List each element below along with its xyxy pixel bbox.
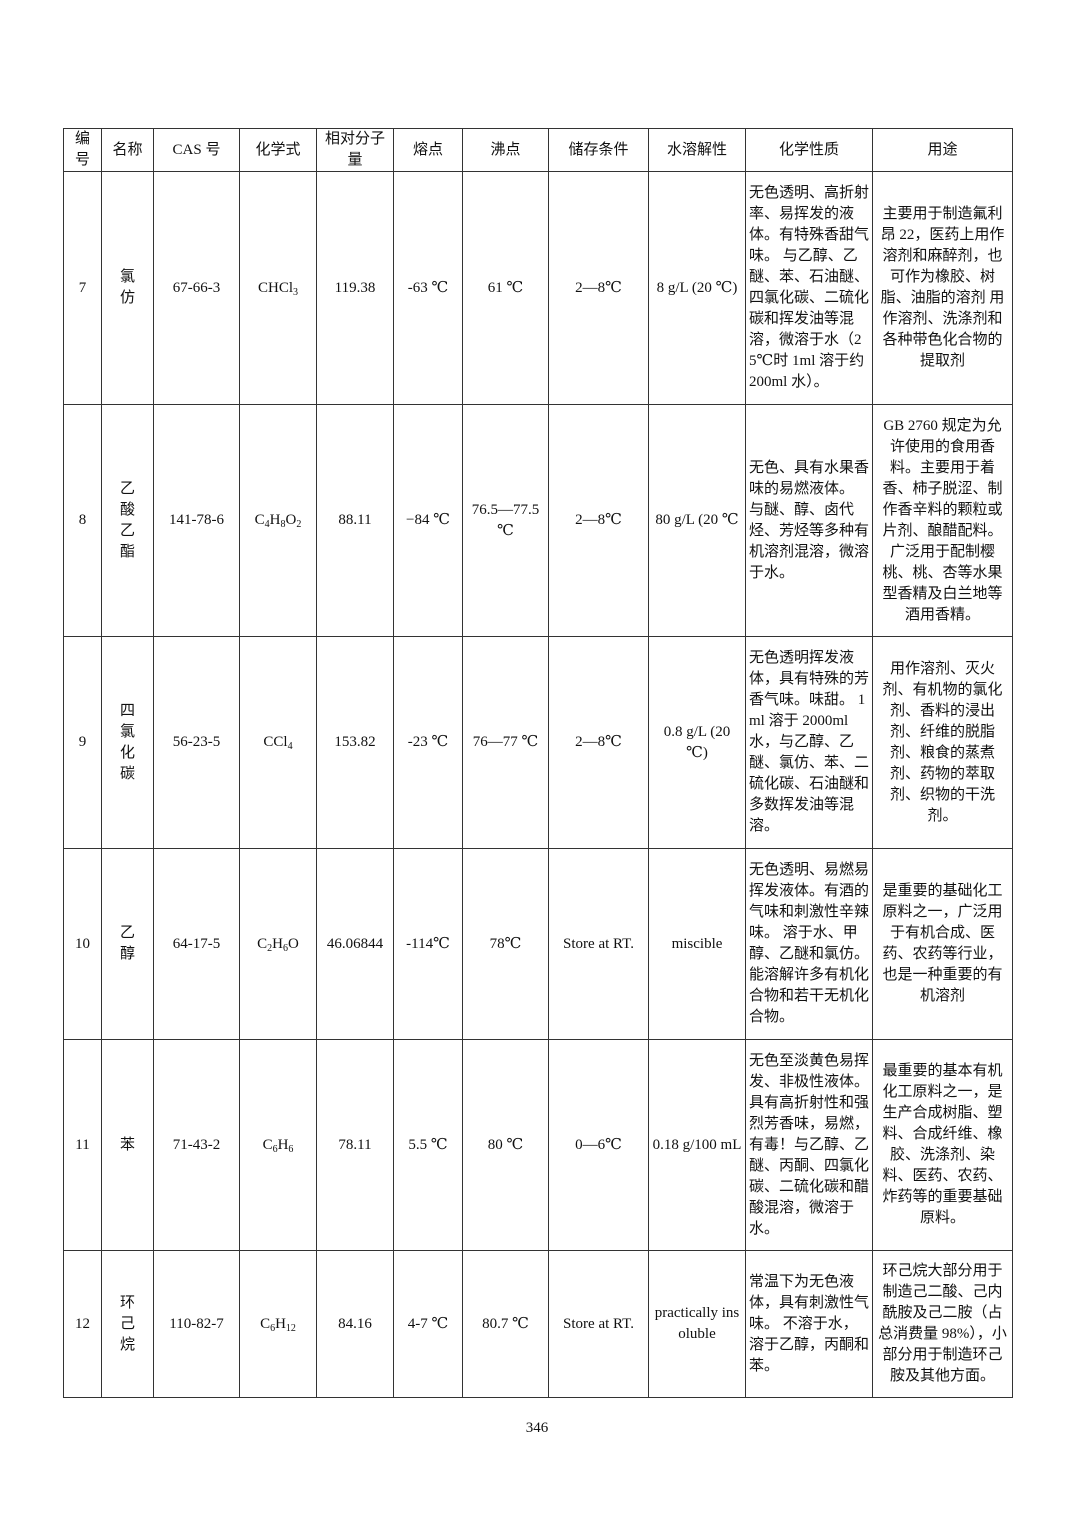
cell-solubility: 0.18 g/100 mL [648,1039,746,1251]
cell-no: 7 [63,171,102,405]
column-header: 用途 [872,128,1013,172]
cell-storage: Store at RT. [548,1250,649,1398]
column-header: 熔点 [393,128,463,172]
cell-name: 氯仿 [101,171,154,405]
cell-name: 乙醇 [101,848,154,1040]
cell-properties: 无色透明挥发液体，具有特殊的芳香气味。味甜。 1ml 溶于 2000ml 水，与… [745,636,873,849]
cell-formula: CCl4 [239,636,317,849]
cell-properties: 无色透明、易燃易挥发液体。有酒的气味和刺激性辛辣味。 溶于水、甲醇、乙醚和氯仿。… [745,848,873,1040]
cell-mp: 4-7 ℃ [393,1250,463,1398]
cell-mw: 46.06844 [316,848,394,1040]
cell-mp: -23 ℃ [393,636,463,849]
cell-mp: 5.5 ℃ [393,1039,463,1251]
cell-cas: 71-43-2 [153,1039,240,1251]
table-row: 11 苯 71-43-2 C6H6 78.11 5.5 ℃ 80 ℃ 0—6℃ 0.18 g/1… [63,1039,1013,1251]
column-header: 储存条件 [548,128,649,172]
cell-uses: GB 2760 规定为允许使用的食用香料。主要用于着香、柿子脱涩、制作香辛料的颗… [872,404,1013,637]
cell-storage: Store at RT. [548,848,649,1040]
cell-properties: 无色至淡黄色易挥发、非极性液体。具有高折射性和强烈芳香味，易燃，有毒！与乙醇、乙… [745,1039,873,1251]
cell-mp: −84 ℃ [393,404,463,637]
cell-bp: 76.5—77.5 ℃ [462,404,549,637]
table-row: 12 环己烷 110-82-7 C6H12 84.16 4-7 ℃ 80.7 ℃ Store … [63,1250,1013,1398]
column-header: 化学式 [239,128,317,172]
cell-cas: 110-82-7 [153,1250,240,1398]
cell-cas: 67-66-3 [153,171,240,405]
cell-solubility: miscible [648,848,746,1040]
cell-solubility: practically insoluble [648,1250,746,1398]
cell-bp: 61 ℃ [462,171,549,405]
cell-solubility: 0.8 g/L (20 ℃) [648,636,746,849]
column-header: 名称 [101,128,154,172]
cell-uses: 最重要的基本有机化工原料之一，是生产合成树脂、塑料、合成纤维、橡胶、洗涤剂、染料… [872,1039,1013,1251]
cell-uses: 环己烷大部分用于制造己二酸、己内酰胺及己二胺（占总消费量 98%），小部分用于制… [872,1250,1013,1398]
cell-solubility: 8 g/L (20 ℃) [648,171,746,405]
cell-mw: 88.11 [316,404,394,637]
cell-formula: CHCl3 [239,171,317,405]
cell-properties: 常温下为无色液体，具有刺激性气味。 不溶于水，溶于乙醇，丙酮和苯。 [745,1250,873,1398]
column-header: 相对分子量 [316,128,394,172]
cell-cas: 56-23-5 [153,636,240,849]
cell-name: 乙酸乙酯 [101,404,154,637]
cell-cas: 64-17-5 [153,848,240,1040]
chemical-properties-table: 编号 名称 CAS 号化学式 相对分子量 熔点 沸点 储存条件 水溶解性 化学性质 用途 7 氯仿 6… [63,128,1013,1398]
column-header: 编号 [63,128,102,172]
cell-storage: 2—8℃ [548,404,649,637]
table-row: 8 乙酸乙酯 141-78-6 C4H8O2 88.11 −84 ℃ 76.5—77.5 ℃… [63,404,1013,637]
cell-formula: C2H6O [239,848,317,1040]
table-header-row: 编号 名称 CAS 号化学式 相对分子量 熔点 沸点 储存条件 水溶解性 化学性质 用途 [63,128,1013,172]
cell-no: 10 [63,848,102,1040]
cell-uses: 用作溶剂、灭火剂、有机物的氯化剂、香料的浸出剂、纤维的脱脂剂、粮食的蒸煮剂、药物… [872,636,1013,849]
cell-mp: -63 ℃ [393,171,463,405]
cell-solubility: 80 g/L (20 ℃ [648,404,746,637]
cell-no: 12 [63,1250,102,1398]
cell-uses: 主要用于制造氟利昂 22，医药上用作溶剂和麻醉剂，也可作为橡胶、树脂、油脂的溶剂… [872,171,1013,405]
cell-bp: 80 ℃ [462,1039,549,1251]
table-row: 9 四氯化碳 56-23-5 CCl4 153.82 -23 ℃ 76—77 ℃ 2—8℃ 0.… [63,636,1013,849]
cell-no: 9 [63,636,102,849]
cell-bp: 76—77 ℃ [462,636,549,849]
cell-storage: 2—8℃ [548,636,649,849]
table-row: 10 乙醇 64-17-5 C2H6O 46.06844 -114℃ 78℃ Store at… [63,848,1013,1040]
cell-mw: 119.38 [316,171,394,405]
cell-no: 11 [63,1039,102,1251]
cell-mw: 153.82 [316,636,394,849]
cell-cas: 141-78-6 [153,404,240,637]
cell-bp: 78℃ [462,848,549,1040]
cell-properties: 无色透明、高折射率、易挥发的液体。有特殊香甜气味。 与乙醇、乙醚、苯、石油醚、四… [745,171,873,405]
cell-formula: C4H8O2 [239,404,317,637]
cell-mp: -114℃ [393,848,463,1040]
cell-mw: 84.16 [316,1250,394,1398]
page-number: 346 [525,1420,549,1436]
column-header: 沸点 [462,128,549,172]
column-header: CAS 号 [153,128,240,172]
cell-properties: 无色、具有水果香味的易燃液体。 与醚、醇、卤代烃、芳烃等多种有机溶剂混溶，微溶于… [745,404,873,637]
cell-storage: 2—8℃ [548,171,649,405]
cell-bp: 80.7 ℃ [462,1250,549,1398]
cell-name: 环己烷 [101,1250,154,1398]
column-header: 水溶解性 [648,128,746,172]
cell-formula: C6H6 [239,1039,317,1251]
column-header: 化学性质 [745,128,873,172]
cell-no: 8 [63,404,102,637]
cell-storage: 0—6℃ [548,1039,649,1251]
cell-name: 四氯化碳 [101,636,154,849]
table-row: 7 氯仿 67-66-3 CHCl3 119.38 -63 ℃ 61 ℃ 2—8℃ 8 g/L … [63,171,1013,405]
cell-name: 苯 [101,1039,154,1251]
cell-uses: 是重要的基础化工原料之一，广泛用于有机合成、医药、农药等行业，也是一种重要的有机… [872,848,1013,1040]
cell-mw: 78.11 [316,1039,394,1251]
cell-formula: C6H12 [239,1250,317,1398]
